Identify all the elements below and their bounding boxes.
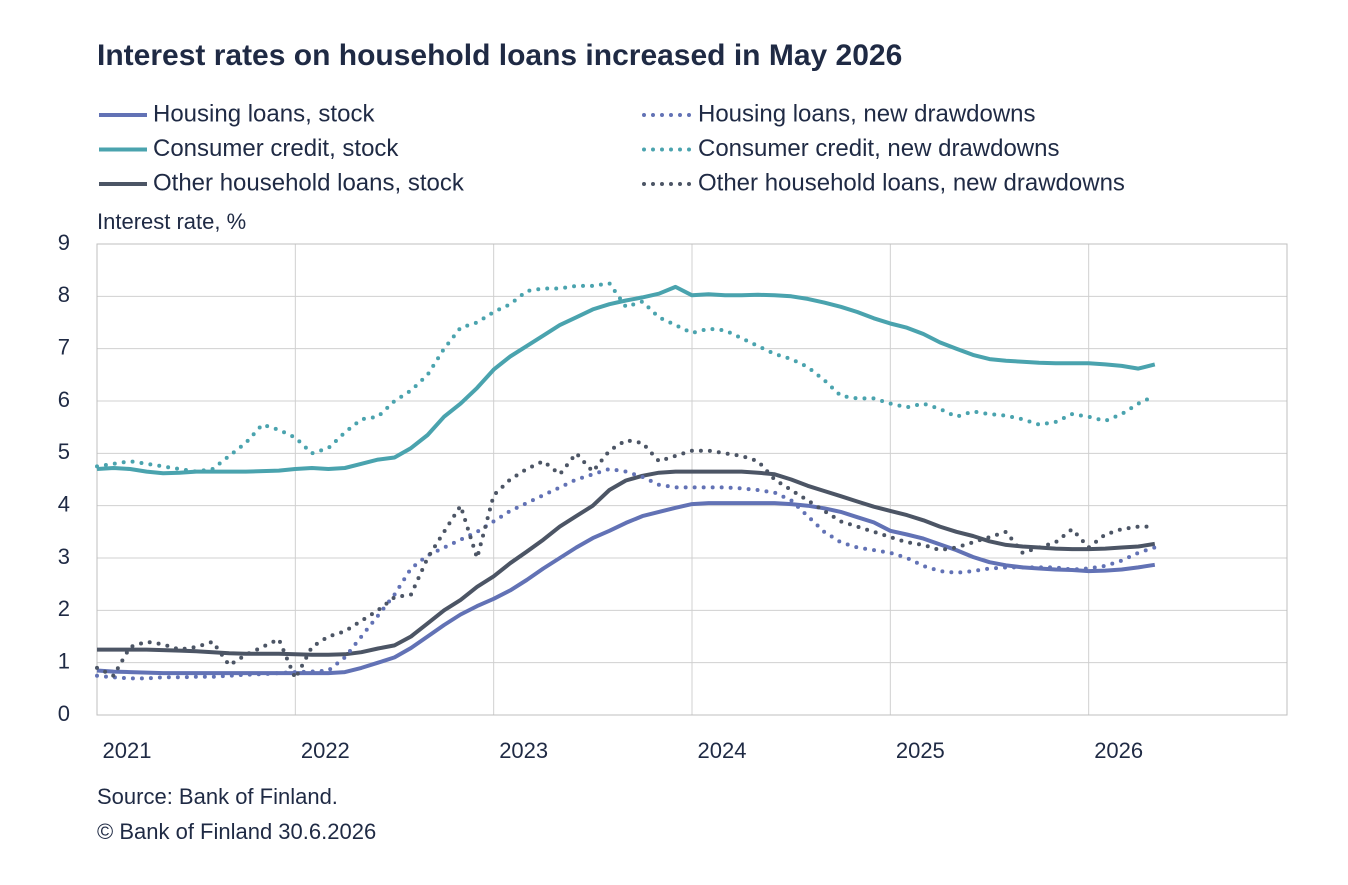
y-tick-label: 3 [58,544,70,569]
plot-frame [96,243,1288,716]
y-tick-label: 8 [58,282,70,307]
y-tick-label: 5 [58,439,70,464]
series-line [95,281,1157,474]
x-tick-label: 2021 [103,738,152,763]
y-tick-label: 0 [58,701,70,726]
source-note: Source: Bank of Finland. [97,784,338,809]
x-tick-label: 2026 [1094,738,1143,763]
x-tick-label: 2023 [499,738,548,763]
y-tick-label: 2 [58,596,70,621]
y-axis-label: Interest rate, % [97,209,246,234]
legend-label: Housing loans, stock [153,100,375,127]
y-tick-label: 9 [58,230,70,255]
copyright-note: © Bank of Finland 30.6.2026 [97,819,376,844]
legend-label: Other household loans, stock [153,169,465,196]
series-line [95,438,1157,684]
x-tick-label: 2022 [301,738,350,763]
x-tick-label: 2025 [896,738,945,763]
series-line [96,284,1156,476]
series-line [97,469,1156,657]
y-tick-label: 6 [58,387,70,412]
legend-label: Housing loans, new drawdowns [698,100,1036,127]
legend-label: Consumer credit, stock [153,135,399,162]
y-tick-label: 4 [58,491,70,516]
x-tick-label: 2024 [698,738,747,763]
y-tick-label: 1 [58,648,70,673]
series-line [95,466,1157,681]
series-line [96,501,1156,676]
legend-label: Consumer credit, new drawdowns [698,135,1060,162]
chart-title: Interest rates on household loans increa… [97,39,902,72]
y-tick-label: 7 [58,334,70,359]
legend-label: Other household loans, new drawdowns [698,169,1125,196]
